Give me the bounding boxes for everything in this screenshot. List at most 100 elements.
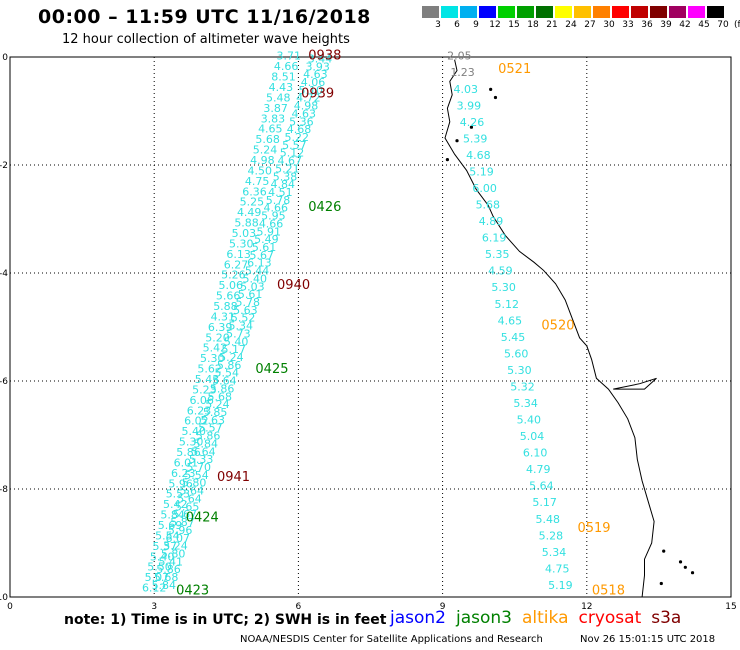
plot-frame: [9, 56, 732, 598]
x-tick-label: 0: [7, 602, 13, 612]
colorbar-swatch: [441, 6, 458, 18]
time-label: 0519: [577, 521, 610, 536]
time-label: 0426: [308, 200, 341, 215]
swh-value: 5.17: [532, 496, 557, 509]
swh-value: 5.91: [256, 225, 281, 238]
colorbar-swatch: [707, 6, 724, 18]
swh-value: 5.34: [229, 320, 254, 333]
swh-value: 3.87: [263, 102, 288, 115]
swh-value: 5.80: [161, 547, 186, 560]
swh-value: 8.51: [271, 71, 296, 84]
swh-value: 5.84: [160, 509, 185, 522]
swh-value: 5.24: [219, 351, 244, 364]
swh-value: 5.20: [205, 331, 230, 344]
swh-value: 5.25: [240, 196, 265, 209]
colorbar-swatch: [460, 6, 477, 18]
swh-value: 5.85: [203, 406, 228, 419]
swh-value: 5.70: [187, 461, 212, 474]
swh-value: 6.12: [142, 582, 167, 595]
swh-value: 5.61: [238, 288, 263, 301]
swh-value: 5.84: [152, 579, 177, 592]
swh-value: 5.66: [216, 290, 241, 303]
y-tick-label: -6: [0, 377, 8, 387]
swh-value: 3.83: [261, 112, 286, 125]
swh-value: 4.67: [277, 155, 302, 168]
swh-value: 5.50: [147, 561, 172, 574]
x-tick-label: 3: [151, 602, 157, 612]
swh-value: 5.57: [282, 139, 307, 152]
colorbar-swatch: [688, 6, 705, 18]
swh-value: 5.44: [245, 265, 270, 278]
island: [455, 139, 459, 143]
island: [469, 125, 474, 129]
swh-value: 5.60: [504, 347, 529, 360]
swh-value: 5.42: [203, 342, 228, 355]
y-tick-label: -8: [0, 485, 8, 495]
colorbar-label: 42: [679, 20, 691, 30]
swh-value: 5.78: [266, 194, 291, 207]
swh-value: 5.12: [280, 147, 305, 160]
swh-value: 6.13: [247, 257, 272, 270]
swh-value: 5.63: [233, 304, 258, 317]
swh-value: 5.32: [510, 380, 535, 393]
time-label: 0425: [255, 362, 288, 377]
satellite-legend-item: altika: [522, 608, 569, 628]
satellite-legend-item: jason2: [390, 608, 446, 628]
swh-value: 5.30: [200, 352, 225, 365]
swh-value: 4.72: [296, 92, 321, 105]
swh-value: 5.40: [182, 425, 207, 438]
swh-value: 6.23: [171, 467, 196, 480]
swh-value: 5.07: [145, 571, 170, 584]
colorbar-swatch: [669, 6, 686, 18]
swh-value: 4.68: [287, 123, 312, 136]
swh-value: 5.57: [198, 422, 223, 435]
swh-value: 5.73: [226, 327, 251, 340]
swh-value: 3.99: [457, 99, 482, 112]
swh-value: 5.86: [156, 563, 181, 576]
swh-value: 5.19: [548, 579, 573, 592]
swh-value: 5.86: [217, 359, 242, 372]
swh-value: 5.64: [212, 375, 237, 388]
colorbar-label: 18: [527, 20, 539, 30]
swh-value: 5.23: [192, 383, 217, 396]
swh-value: 5.03: [232, 227, 257, 240]
swh-value: 5.49: [254, 233, 279, 246]
time-label: 0423: [176, 583, 209, 598]
colorbar-label: 21: [546, 20, 558, 30]
swh-value: 4.06: [301, 76, 326, 89]
colorbar-swatch: [479, 6, 496, 18]
swh-value: 5.10: [298, 84, 323, 97]
swh-value: 5.86: [176, 446, 201, 459]
x-tick-label: 12: [581, 602, 592, 612]
swh-value: 5.03: [240, 280, 265, 293]
swh-value: 2.05: [447, 50, 472, 63]
colorbar-swatch: [593, 6, 610, 18]
x-tick-label: 9: [440, 602, 446, 612]
swh-value: 5.64: [180, 485, 205, 498]
swh-value: 6.39: [208, 321, 233, 334]
colorbar-swatch: [555, 6, 572, 18]
y-tick-label: -2: [0, 161, 8, 171]
time-label: 0520: [541, 319, 574, 334]
swh-value: 4.79: [526, 463, 551, 476]
swh-value: 6.27: [224, 258, 249, 271]
swh-value: 4.65: [258, 123, 283, 136]
colorbar-swatch: [517, 6, 534, 18]
swh-value: 5.34: [542, 546, 567, 559]
swh-value: 5.12: [494, 298, 519, 311]
swh-value: 3.44: [308, 52, 333, 65]
swh-value: 5.24: [163, 540, 188, 553]
swh-value: 4.98: [294, 100, 319, 113]
swh-value: 4.26: [460, 116, 485, 129]
swh-value: 5.84: [194, 437, 219, 450]
colorbar-label: 6: [454, 20, 460, 30]
swh-value: 5.61: [252, 241, 277, 254]
island: [690, 571, 695, 575]
x-tick-label: 15: [725, 602, 736, 612]
swh-value: 5.24: [205, 398, 230, 411]
time-label: 0424: [186, 510, 219, 525]
swh-value: 4.66: [274, 60, 299, 73]
swh-value: 5.68: [476, 199, 501, 212]
colorbar-label: 12: [489, 20, 501, 30]
swh-value: 5.42: [163, 498, 188, 511]
